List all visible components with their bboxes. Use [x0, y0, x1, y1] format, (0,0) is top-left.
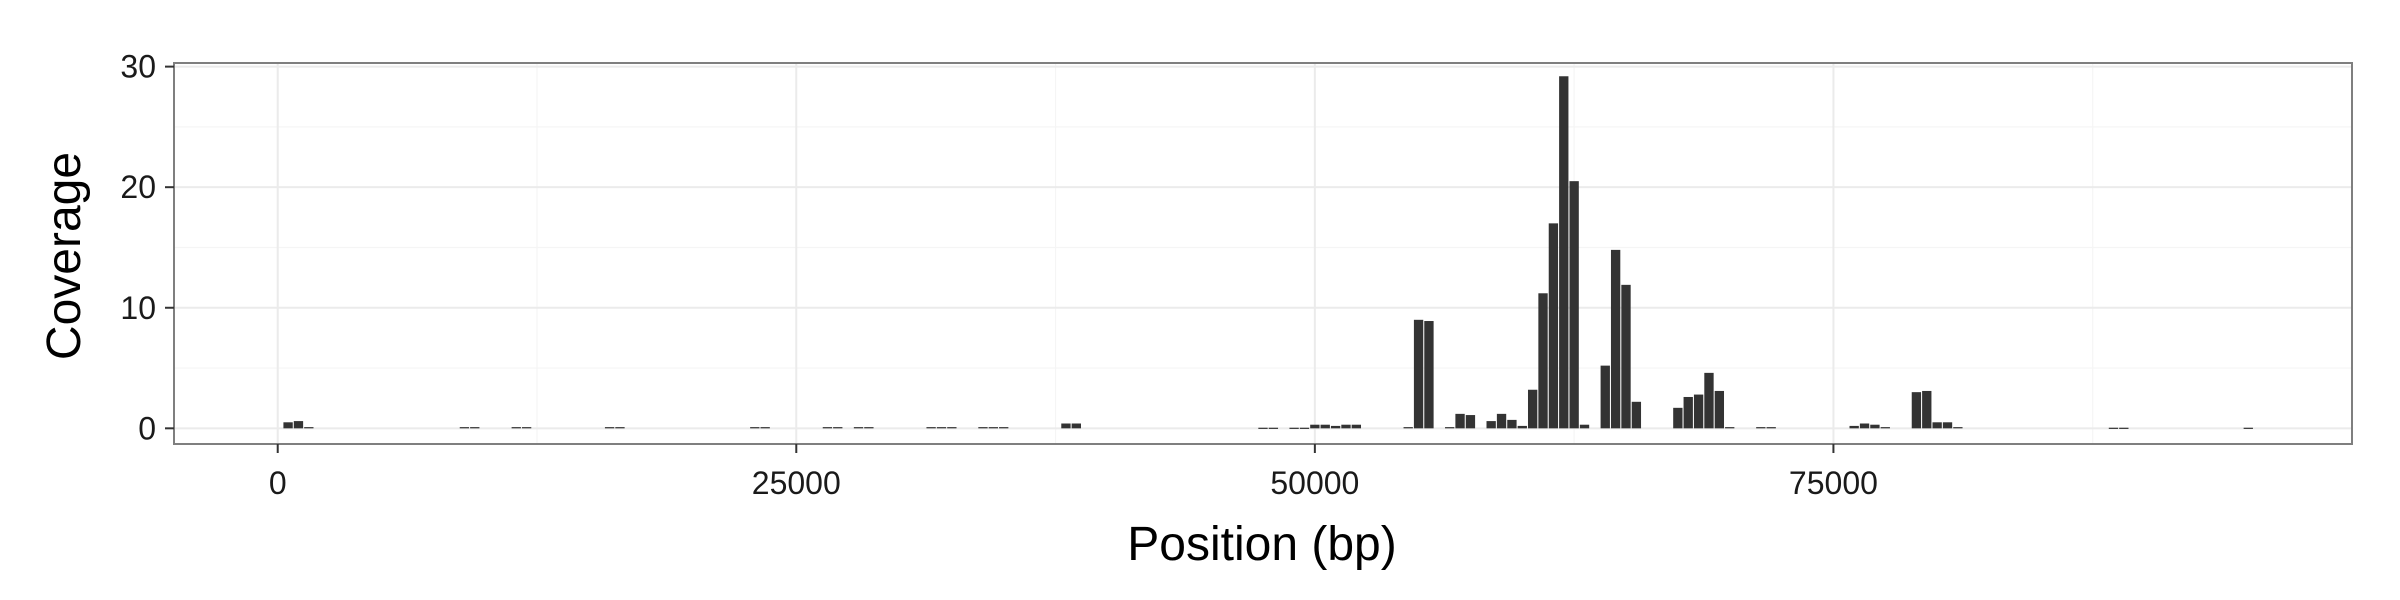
coverage-bar	[947, 427, 957, 429]
coverage-bar	[1942, 422, 1953, 429]
y-tick-label: 30	[120, 49, 156, 85]
coverage-bar	[1548, 223, 1559, 429]
coverage-bar	[511, 427, 521, 429]
coverage-bar	[1756, 427, 1766, 429]
y-tick-label: 0	[138, 410, 156, 446]
coverage-bar	[1683, 396, 1693, 429]
coverage-bar	[1310, 424, 1320, 429]
coverage-bar	[822, 427, 833, 429]
coverage-bar	[2243, 427, 2253, 429]
coverage-bar	[1496, 413, 1507, 429]
coverage-bar	[999, 427, 1009, 429]
coverage-bar	[1403, 427, 1413, 429]
coverage-bar	[283, 422, 293, 429]
coverage-bar	[1859, 423, 1870, 429]
coverage-bar	[1621, 284, 1631, 429]
coverage-bar	[1704, 372, 1714, 429]
coverage-bar	[1631, 401, 1642, 429]
coverage-bar	[1538, 293, 1548, 429]
coverage-bar	[1299, 427, 1310, 429]
coverage-bar	[926, 427, 936, 429]
panel-background	[174, 63, 2352, 444]
coverage-bar	[1486, 421, 1496, 429]
coverage-bar	[760, 427, 770, 429]
y-axis-tick-labels: 0 10 20 30	[120, 49, 156, 447]
coverage-bar	[1932, 422, 1942, 429]
coverage-bar	[1600, 365, 1610, 429]
y-axis-title: Coverage	[38, 152, 91, 360]
coverage-bar	[1610, 249, 1621, 429]
coverage-bar	[1559, 76, 1569, 429]
coverage-bar	[293, 421, 304, 429]
coverage-bar	[615, 427, 625, 429]
coverage-bar	[833, 427, 843, 429]
plot-panel	[174, 63, 2352, 444]
coverage-bar	[1911, 392, 1922, 429]
coverage-bar	[1870, 424, 1880, 429]
coverage-bar	[1071, 423, 1081, 429]
coverage-bar	[1268, 427, 1279, 429]
coverage-bar	[470, 427, 480, 429]
coverage-bar	[1922, 390, 1932, 429]
y-tick-label: 10	[120, 290, 156, 326]
coverage-bar	[1953, 427, 1963, 429]
plot-panel-border	[173, 62, 2353, 445]
coverage-bar	[1320, 424, 1330, 429]
coverage-bar	[936, 427, 947, 429]
coverage-bar	[1849, 425, 1859, 429]
coverage-bar	[604, 427, 615, 429]
coverage-bar	[1517, 425, 1527, 429]
coverage-bar	[459, 427, 470, 429]
coverage-bar	[304, 427, 314, 429]
coverage-bar	[1579, 424, 1590, 429]
coverage-bar	[1527, 389, 1538, 429]
y-tick-label: 20	[120, 169, 156, 205]
x-tick-label: 50000	[1270, 465, 1359, 501]
coverage-bar	[2119, 427, 2129, 429]
coverage-bar	[750, 427, 760, 429]
coverage-bar	[1289, 427, 1299, 429]
coverage-bar	[1061, 423, 1071, 429]
grid-lines	[174, 63, 2352, 444]
coverage-bar	[1465, 415, 1476, 429]
coverage-bar	[1714, 390, 1725, 429]
coverage-bar	[1880, 427, 1890, 429]
coverage-bar	[1766, 427, 1776, 429]
coverage-bar	[2108, 427, 2119, 429]
coverage-bar	[1330, 425, 1341, 429]
coverage-bar	[1341, 424, 1351, 429]
coverage-bar	[1424, 321, 1434, 429]
coverage-bar	[1693, 394, 1704, 429]
coverage-bar	[1351, 424, 1362, 429]
coverage-bar	[978, 427, 988, 429]
x-axis-title: Position (bp)	[1127, 518, 1396, 571]
coverage-bar	[1445, 427, 1455, 429]
x-axis-tick-labels: 0 25000 50000 75000	[269, 465, 1878, 501]
x-tick-label: 0	[269, 465, 287, 501]
x-tick-label: 75000	[1789, 465, 1878, 501]
axis-ticks	[165, 65, 1835, 453]
coverage-bar	[988, 427, 999, 429]
coverage-bar	[1258, 427, 1268, 429]
coverage-bar	[853, 427, 864, 429]
coverage-bar	[1725, 427, 1735, 429]
coverage-bar	[1507, 419, 1517, 429]
coverage-bar	[1455, 413, 1465, 429]
coverage-bar	[1673, 407, 1683, 429]
coverage-bar	[1413, 319, 1424, 429]
x-tick-label: 25000	[752, 465, 841, 501]
coverage-bar	[1569, 181, 1579, 429]
coverage-bar	[521, 427, 532, 429]
coverage-bar	[864, 427, 874, 429]
bars	[283, 76, 2253, 429]
